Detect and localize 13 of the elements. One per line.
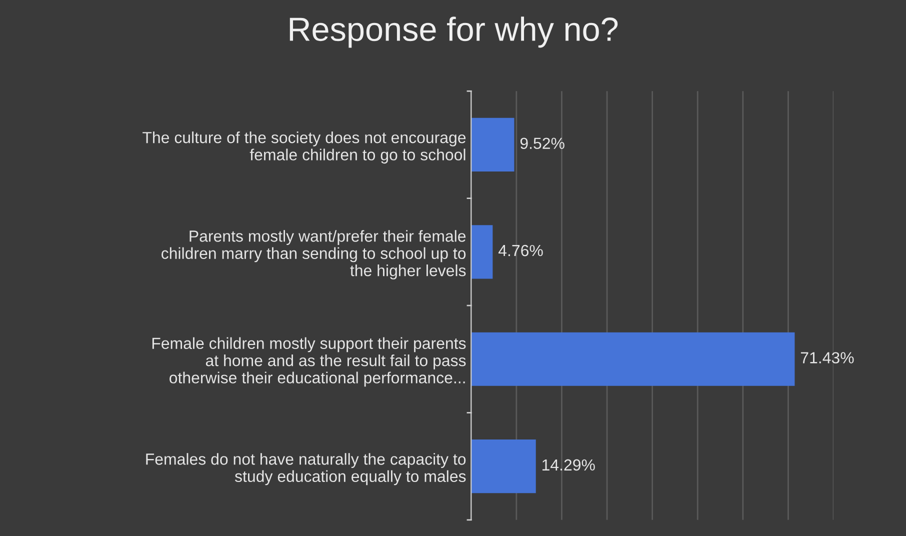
data-label: 71.43% — [800, 352, 854, 364]
bar — [471, 332, 795, 386]
chart-title: Response for why no? — [290, 16, 618, 48]
bar — [471, 440, 536, 494]
y-tick-label: Parents mostly want/prefer their female children marry than sending to school up to the higher levels — [162, 230, 466, 280]
y-tick-label: Females do not have naturally the capacity to study education equally to males — [146, 453, 466, 486]
data-label: 14.29% — [542, 459, 595, 471]
y-tick-label: Female children mostly support their parents at home and as the result fail to pass otherwise their educational performance... — [152, 337, 466, 387]
data-label: 4.76% — [498, 244, 543, 256]
y-tick-label: The culture of the society does not encourage female children to go to school — [142, 131, 466, 164]
bar — [471, 118, 514, 172]
bar — [471, 225, 493, 279]
data-label: 9.52% — [520, 138, 564, 150]
